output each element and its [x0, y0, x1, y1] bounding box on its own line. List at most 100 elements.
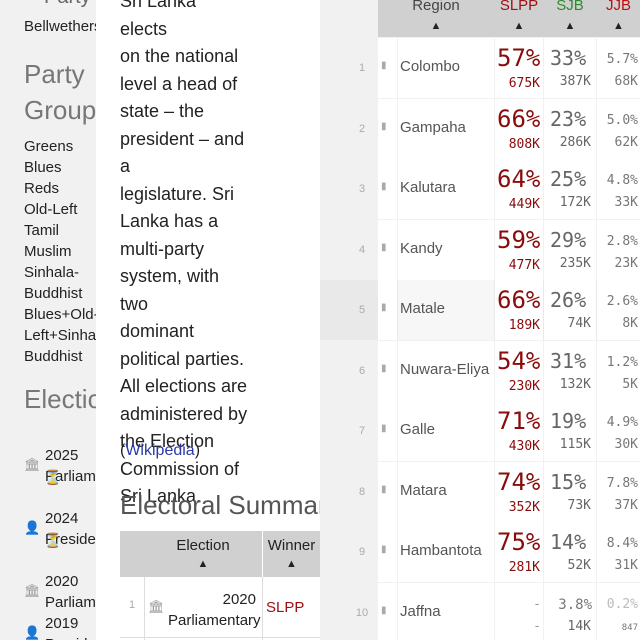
region-name: Jaffna	[400, 602, 441, 620]
jjb-votes: 68K	[614, 74, 638, 89]
bar-chart-icon: ▮	[381, 241, 387, 253]
sjb-cell: 19% 115K	[544, 401, 596, 461]
jjb-percent: 7.8%	[606, 475, 638, 491]
header-region[interactable]: Region ▲	[378, 0, 494, 32]
table-row[interactable]: 6 ▮ Nuwara-Eliya 54% 230K 31% 132K 1.2% 5K	[320, 340, 640, 401]
header-sjb[interactable]: SJB ▲	[544, 0, 596, 32]
table-row[interactable]: 4 ▮ Kandy 59% 477K 29% 235K 2.8% 23K	[320, 219, 640, 280]
row-chart-button[interactable]: ▮	[378, 582, 397, 640]
slpp-votes: 230K	[508, 378, 540, 394]
party-group-item[interactable]: Muslim	[24, 243, 72, 260]
header-sjb-label: SJB	[556, 0, 584, 14]
party-groups-heading-line: Party	[24, 59, 85, 89]
bar-chart-icon: ▮	[381, 302, 387, 313]
party-group-item[interactable]: Blues	[24, 159, 62, 176]
sjb-cell: 31% 132K	[544, 340, 596, 401]
row-chart-button[interactable]: ▮	[378, 98, 397, 159]
sjb-percent: 23%	[550, 106, 587, 131]
electoral-summary-table: Election ▲ Winner ▲ 1 🏛 2020 Parliamenta…	[120, 531, 320, 640]
jjb-votes: 37K	[614, 497, 638, 513]
region-name: Gampaha	[400, 118, 466, 136]
parliament-icon: 🏛	[24, 457, 41, 472]
region-cell: Hambantota	[398, 522, 494, 582]
party-group-item[interactable]: Left+Sinhala	[24, 327, 96, 344]
slpp-cell: 57% 675K	[495, 38, 543, 98]
table-row[interactable]: 9 ▮ Hambantota 75% 281K 14% 52K 8.4% 31K	[320, 522, 640, 582]
intro-text-line: state – the	[120, 101, 205, 121]
jjb-cell: 8.4% 31K	[597, 522, 640, 582]
sjb-votes: 74K	[567, 316, 591, 331]
sjb-percent: 19%	[550, 409, 587, 433]
slpp-cell: 66% 808K	[495, 98, 543, 159]
person-icon: 👤	[24, 520, 41, 535]
party-group-item[interactable]: Reds	[24, 180, 60, 197]
results-table-header: Region ▲ SLPP ▲ SJB ▲ JJB ▲	[378, 0, 640, 37]
summary-header-winner[interactable]: Winner ▲	[263, 531, 320, 577]
jjb-percent: 2.8%	[606, 233, 638, 249]
sidebar-top-heading: Party	[44, 0, 91, 9]
slpp-percent: 71%	[497, 407, 541, 435]
jjb-votes: 62K	[614, 134, 638, 150]
slpp-cell: --	[495, 582, 543, 640]
header-slpp-label: SLPP	[499, 0, 539, 14]
summary-header-election[interactable]: Election ▲	[144, 531, 262, 577]
row-chart-button[interactable]: ▮	[378, 219, 397, 280]
row-chart-button[interactable]: ▮	[378, 38, 397, 98]
intro-text-line: level a head of	[120, 73, 238, 94]
intro-text: Sri Lanka elects on the national level a h…	[120, 0, 248, 511]
sjb-percent: 14%	[550, 530, 587, 554]
table-row[interactable]: 2 ▮ Gampaha 66% 808K 23% 286K 5.0% 62K	[320, 98, 640, 159]
sjb-cell: 3.8% 14K	[544, 582, 596, 640]
row-chart-button[interactable]: ▮	[378, 522, 397, 582]
slpp-cell: 74% 352K	[495, 461, 543, 522]
summary-row-type: Parliamentary	[168, 612, 261, 629]
jjb-percent: 4.9%	[606, 415, 638, 430]
party-group-item[interactable]: Buddhist	[24, 285, 83, 302]
bar-chart-icon: ▮	[381, 362, 387, 374]
table-divider	[262, 577, 263, 640]
wikipedia-link[interactable]: Wikipedia	[125, 442, 195, 459]
table-row[interactable]: 3 ▮ Kalutara 64% 449K 25% 172K 4.8% 33K	[320, 159, 640, 219]
sidebar-item-bellwethers[interactable]: Bellwethers	[24, 18, 96, 35]
election-year: 2024	[45, 510, 79, 527]
table-row[interactable]: 8 ▮ Matara 74% 352K 15% 73K 7.8% 37K	[320, 461, 640, 522]
header-jjb-label: JJB	[605, 0, 631, 14]
region-cell: Galle	[398, 401, 494, 461]
sjb-votes: 115K	[559, 437, 591, 452]
election-type: Presidential	[45, 531, 96, 548]
party-group-item[interactable]: Blues+Old-	[24, 306, 96, 323]
region-cell: Colombo	[398, 38, 494, 98]
table-row[interactable]: 7 ▮ Galle 71% 430K 19% 115K 4.9% 30K	[320, 401, 640, 461]
slpp-votes: 477K	[508, 257, 540, 273]
jjb-votes: 5K	[622, 376, 638, 392]
row-chart-button[interactable]: ▮	[378, 340, 397, 401]
table-row[interactable]: 1 ▮ Colombo 57% 675K 33% 387K 5.7% 68K	[320, 38, 640, 98]
row-chart-button[interactable]: ▮	[378, 461, 397, 522]
header-region-label: Region	[412, 0, 460, 14]
slpp-votes: 189K	[508, 318, 540, 333]
row-chart-button[interactable]: ▮	[378, 159, 397, 219]
table-row[interactable]: 5 ▮ Matale 66% 189K 26% 74K 2.6% 8K	[320, 280, 640, 340]
summary-row[interactable]: 1 🏛 2020 Parliamentary SLPP	[120, 577, 320, 638]
elections-heading: Elections	[24, 384, 96, 414]
party-group-item[interactable]: Tamil	[24, 222, 60, 239]
sjb-cell: 15% 73K	[544, 461, 596, 522]
party-group-item[interactable]: Buddhist	[24, 348, 83, 365]
jjb-cell: 2.8% 23K	[597, 219, 640, 280]
row-chart-button[interactable]: ▮	[378, 401, 397, 461]
party-group-item[interactable]: Greens	[24, 138, 74, 155]
table-row[interactable]: 10 ▮ Jaffna - -3.8% 14K 0.2% 847	[320, 582, 640, 640]
row-chart-button[interactable]: ▮	[378, 280, 397, 340]
party-group-item[interactable]: Sinhala-	[24, 264, 80, 281]
sort-arrow-icon: ▲	[613, 20, 624, 32]
intro-text-line: political parties.	[120, 348, 245, 369]
slpp-votes: 449K	[508, 197, 540, 212]
hourglass-icon: ⏳	[44, 469, 62, 485]
party-group-item[interactable]: Old-Left	[24, 201, 78, 218]
row-number: 5	[358, 304, 366, 316]
party-groups-heading: Party Groups	[24, 56, 96, 128]
intro-text-line: dominant	[120, 321, 195, 341]
wiki-reference: (Wikipedia)	[120, 442, 200, 460]
header-jjb[interactable]: JJB ▲	[597, 0, 640, 32]
header-slpp[interactable]: SLPP ▲	[495, 0, 543, 32]
